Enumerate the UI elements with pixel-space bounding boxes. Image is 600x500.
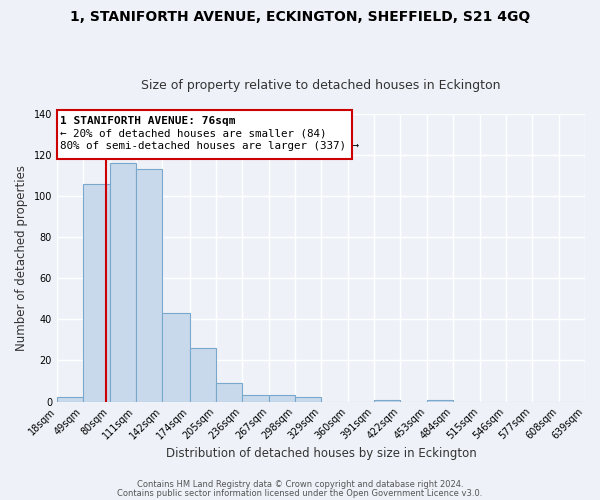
Bar	[57, 398, 83, 402]
Text: ← 20% of detached houses are smaller (84): ← 20% of detached houses are smaller (84…	[61, 128, 327, 138]
Text: 1, STANIFORTH AVENUE, ECKINGTON, SHEFFIELD, S21 4GQ: 1, STANIFORTH AVENUE, ECKINGTON, SHEFFIE…	[70, 10, 530, 24]
Text: Contains public sector information licensed under the Open Government Licence v3: Contains public sector information licen…	[118, 490, 482, 498]
Bar	[427, 400, 453, 402]
Y-axis label: Number of detached properties: Number of detached properties	[15, 165, 28, 351]
Bar	[295, 398, 322, 402]
Bar	[163, 314, 190, 402]
Bar	[190, 348, 216, 402]
Title: Size of property relative to detached houses in Eckington: Size of property relative to detached ho…	[141, 79, 501, 92]
Bar	[57, 110, 352, 159]
Bar	[136, 170, 163, 402]
Text: 1 STANIFORTH AVENUE: 76sqm: 1 STANIFORTH AVENUE: 76sqm	[61, 116, 236, 126]
X-axis label: Distribution of detached houses by size in Eckington: Distribution of detached houses by size …	[166, 447, 476, 460]
Bar	[374, 400, 400, 402]
Bar	[83, 184, 110, 402]
Bar	[242, 396, 269, 402]
Bar	[110, 164, 136, 402]
Bar	[269, 396, 295, 402]
Bar	[216, 383, 242, 402]
Text: 80% of semi-detached houses are larger (337) →: 80% of semi-detached houses are larger (…	[61, 140, 359, 150]
Text: Contains HM Land Registry data © Crown copyright and database right 2024.: Contains HM Land Registry data © Crown c…	[137, 480, 463, 489]
